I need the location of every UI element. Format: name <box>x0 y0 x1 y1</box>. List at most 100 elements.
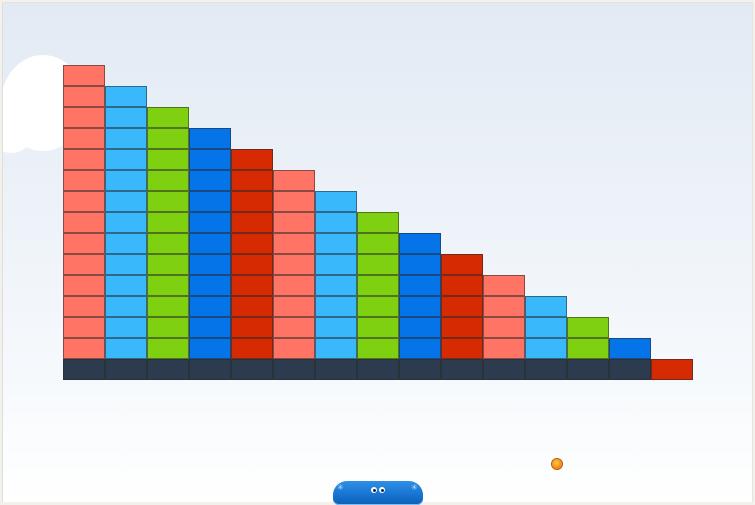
brick <box>63 191 105 212</box>
base-brick <box>609 359 651 380</box>
brick <box>315 338 357 359</box>
brick <box>651 359 693 380</box>
brick <box>189 254 231 275</box>
brick <box>273 296 315 317</box>
brick <box>189 317 231 338</box>
brick <box>105 275 147 296</box>
brick <box>189 149 231 170</box>
brick <box>315 212 357 233</box>
brick <box>147 191 189 212</box>
base-brick <box>105 359 147 380</box>
brick <box>63 233 105 254</box>
brick <box>147 317 189 338</box>
brick <box>315 317 357 338</box>
brick <box>441 317 483 338</box>
brick <box>441 296 483 317</box>
brick <box>189 191 231 212</box>
brick <box>273 275 315 296</box>
base-brick <box>273 359 315 380</box>
paddle[interactable]: ✳ ✳ <box>333 481 423 505</box>
brick <box>147 296 189 317</box>
brick <box>483 317 525 338</box>
base-brick <box>189 359 231 380</box>
brick <box>273 191 315 212</box>
brick <box>231 170 273 191</box>
base-brick <box>525 359 567 380</box>
paddle-left-ear-icon: ✳ <box>337 483 344 492</box>
brick <box>231 149 273 170</box>
brick <box>567 317 609 338</box>
brick <box>105 212 147 233</box>
brick <box>273 338 315 359</box>
base-brick <box>483 359 525 380</box>
base-brick <box>441 359 483 380</box>
paddle-right-ear-icon: ✳ <box>411 483 418 492</box>
brick <box>105 233 147 254</box>
brick <box>441 254 483 275</box>
brick <box>525 317 567 338</box>
brick <box>231 212 273 233</box>
brick <box>567 338 609 359</box>
base-brick <box>147 359 189 380</box>
brick <box>483 338 525 359</box>
paddle-eye-icon <box>371 487 377 493</box>
brick <box>315 254 357 275</box>
brick <box>273 317 315 338</box>
brick <box>63 296 105 317</box>
brick <box>63 170 105 191</box>
brick <box>357 212 399 233</box>
brick <box>63 107 105 128</box>
brick <box>399 275 441 296</box>
brick <box>399 233 441 254</box>
brick <box>105 107 147 128</box>
brick <box>147 128 189 149</box>
brick <box>273 233 315 254</box>
brick <box>147 170 189 191</box>
brick <box>147 149 189 170</box>
brick <box>105 86 147 107</box>
brick <box>189 275 231 296</box>
brick <box>231 296 273 317</box>
brick <box>399 338 441 359</box>
brick <box>63 149 105 170</box>
brick <box>315 275 357 296</box>
brick <box>231 338 273 359</box>
brick <box>357 275 399 296</box>
brick <box>609 338 651 359</box>
brick <box>315 191 357 212</box>
brick <box>189 338 231 359</box>
brick <box>63 128 105 149</box>
brick <box>63 86 105 107</box>
brick <box>63 338 105 359</box>
brick <box>105 191 147 212</box>
brick <box>273 254 315 275</box>
base-brick <box>231 359 273 380</box>
brick <box>147 212 189 233</box>
brick <box>105 317 147 338</box>
brick <box>315 296 357 317</box>
brick <box>273 212 315 233</box>
brick <box>399 254 441 275</box>
brick <box>105 254 147 275</box>
brick <box>357 338 399 359</box>
brick <box>63 275 105 296</box>
base-brick <box>315 359 357 380</box>
brick <box>525 296 567 317</box>
brick <box>441 338 483 359</box>
ball <box>552 459 562 469</box>
brick <box>147 338 189 359</box>
brick <box>231 233 273 254</box>
brick <box>231 254 273 275</box>
brick <box>105 170 147 191</box>
brick <box>105 128 147 149</box>
brick <box>189 170 231 191</box>
brick <box>147 275 189 296</box>
brick <box>189 233 231 254</box>
brick <box>483 275 525 296</box>
brick <box>231 275 273 296</box>
brick <box>63 317 105 338</box>
brick <box>147 107 189 128</box>
brick <box>63 254 105 275</box>
brick <box>189 128 231 149</box>
